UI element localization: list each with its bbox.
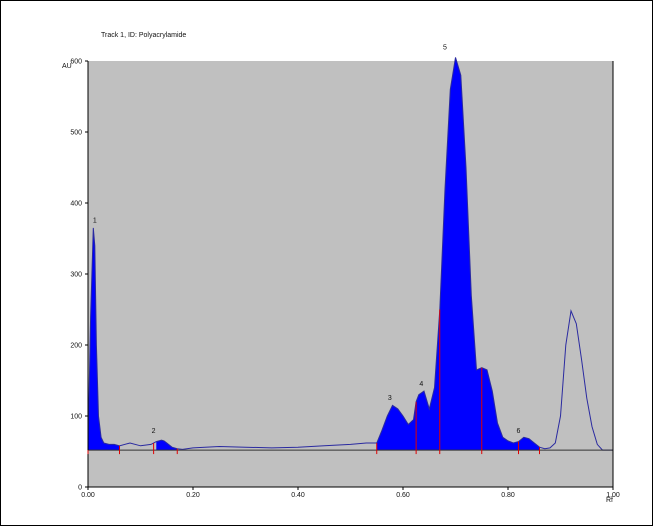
peak-number-label: 3 — [388, 395, 392, 402]
x-axis-unit: Rf — [606, 497, 613, 504]
peak-number-label: 2 — [152, 428, 156, 435]
peak-number-label: 1 — [93, 218, 97, 225]
x-tick-label: 0.40 — [291, 492, 305, 499]
peak-fill-1 — [88, 227, 120, 451]
chart-title: Track 1, ID: Polyacrylamide — [101, 32, 186, 39]
peak-fill-3 — [376, 57, 540, 451]
plot-area — [88, 61, 613, 487]
y-tick-label: 400 — [70, 201, 82, 208]
x-tick-label: 1.00 — [606, 492, 620, 499]
x-tick-label: 0.80 — [501, 492, 515, 499]
y-tick-label: 100 — [70, 414, 82, 421]
peak-number-label: 5 — [443, 44, 447, 51]
y-tick-label: 0 — [78, 485, 82, 492]
x-tick-label: 0.60 — [396, 492, 410, 499]
x-tick-label: 0.00 — [81, 492, 95, 499]
y-tick-label: 200 — [70, 343, 82, 350]
y-tick-label: 300 — [70, 272, 82, 279]
peak-number-label: 4 — [419, 381, 423, 388]
y-tick-label: 500 — [70, 130, 82, 137]
x-tick-label: 0.20 — [186, 492, 200, 499]
density-trace-line — [87, 57, 613, 451]
y-axis-label: AU — [62, 63, 72, 70]
y-tick-label: 600 — [70, 59, 82, 66]
peak-number-label: 6 — [517, 428, 521, 435]
